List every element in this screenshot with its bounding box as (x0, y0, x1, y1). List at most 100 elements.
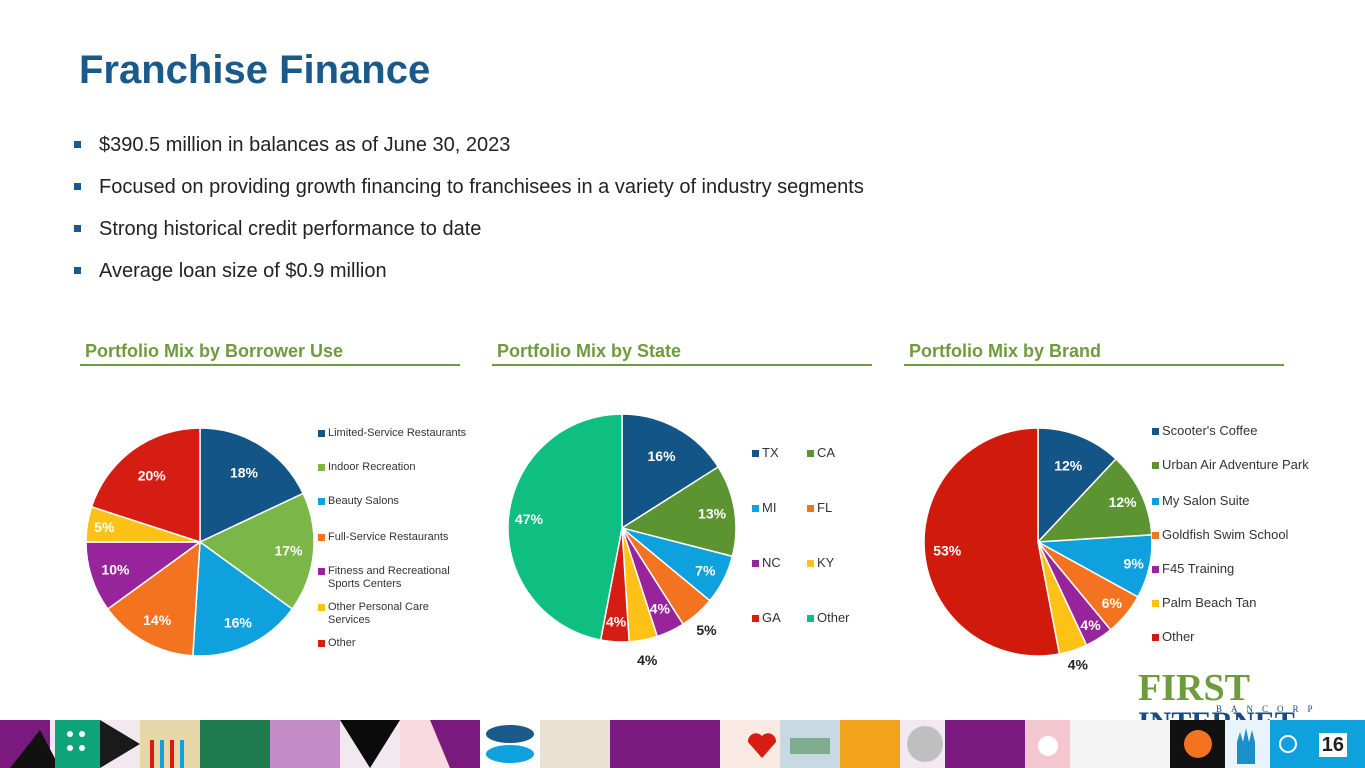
pie-data-label: 20% (138, 468, 167, 484)
pie-slice-other (90, 427, 201, 544)
legend-label: F45 Training (1162, 561, 1235, 576)
legend-swatch-icon (752, 450, 759, 457)
legend-item: F45 Training (1152, 562, 1312, 596)
pie-data-label: 17% (275, 542, 304, 558)
legend-swatch-icon (1152, 634, 1159, 641)
pie-data-label: 13% (698, 506, 727, 522)
pie-slice-urban-air-adventure-park (1036, 457, 1153, 543)
pie-slice-scooter-s-coffee (1037, 427, 1118, 544)
brand-chart-title: Portfolio Mix by Brand (904, 338, 1284, 366)
legend-swatch-icon (318, 604, 325, 611)
legend-swatch-icon (318, 568, 325, 575)
logo-sub: BANCORP (1216, 704, 1322, 714)
legend-label: Other (1162, 629, 1195, 644)
legend-label: Indoor Recreation (328, 461, 416, 473)
company-logo: FIRST INTERNET BANCORP (1138, 669, 1348, 739)
legend-item: Palm Beach Tan (1152, 596, 1312, 630)
legend-swatch-icon (752, 615, 759, 622)
legend-label: My Salon Suite (1162, 493, 1250, 508)
legend-swatch-icon (318, 430, 325, 437)
pie-data-label: 4% (1080, 617, 1101, 633)
legend-item: KY (807, 556, 862, 611)
page-number: 16 (1318, 733, 1347, 757)
pie-data-label: 10% (101, 561, 130, 577)
brand-panel: Portfolio Mix by Brand (904, 338, 1284, 366)
legend-item: Other (807, 611, 862, 666)
bullet-square-icon (74, 141, 81, 148)
pie-data-label: 12% (1109, 494, 1138, 510)
legend-label: Beauty Salons (328, 495, 399, 507)
legend-label: Fitness and Recreational Sports Centers (328, 565, 450, 590)
legend-label: TX (762, 445, 779, 460)
legend-row: TX CA (752, 446, 862, 501)
borrower-use-panel: Portfolio Mix by Borrower Use (80, 338, 460, 366)
borrower-use-legend: Limited-Service Restaurants Indoor Recrea… (318, 427, 468, 650)
legend-item: Scooter's Coffee (1152, 424, 1312, 458)
legend-label: Other (328, 637, 356, 649)
legend-item: Full-Service Restaurants (318, 531, 468, 565)
brand-pie-chart: 12%12%9%6%4%4%53% (923, 427, 1153, 673)
legend-swatch-icon (1152, 600, 1159, 607)
pie-slice-ca (620, 465, 737, 558)
bullet-text: Focused on providing growth financing to… (99, 176, 864, 198)
state-pie-chart: 16% 13% 7% 5% 4% 4% 4% 47% (507, 413, 737, 668)
legend-item: Limited-Service Restaurants (318, 427, 468, 461)
legend-swatch-icon (807, 505, 814, 512)
pie-data-label: 53% (933, 543, 962, 559)
bullet-list: $390.5 million in balances as of June 30… (74, 128, 864, 296)
bullet-item: Focused on providing growth financing to… (74, 170, 864, 212)
legend-swatch-icon (807, 615, 814, 622)
legend-item: FL (807, 501, 862, 556)
legend-item: Urban Air Adventure Park (1152, 458, 1312, 494)
pie-data-label: 5% (696, 622, 717, 638)
legend-swatch-icon (318, 534, 325, 541)
pie-data-label: 16% (224, 614, 253, 630)
legend-label: Other (817, 610, 850, 625)
legend-label: Goldfish Swim School (1162, 527, 1289, 542)
borrower-use-pie-chart: 18% 17% 16% 14% 10% 5% 20% (85, 427, 315, 657)
pie-slice-fitness-and-recreational-sports-centers (85, 541, 203, 611)
pie-data-label: 4% (650, 600, 671, 616)
state-chart-title: Portfolio Mix by State (492, 338, 872, 366)
legend-swatch-icon (318, 640, 325, 647)
legend-item: Beauty Salons (318, 495, 468, 531)
pie-data-label: 18% (230, 465, 259, 481)
legend-item: My Salon Suite (1152, 494, 1312, 528)
pie-data-label: 4% (606, 613, 627, 629)
legend-item: Other (1152, 630, 1312, 643)
bullet-item: Average loan size of $0.9 million (74, 254, 864, 296)
legend-label: Palm Beach Tan (1162, 595, 1257, 610)
legend-item: Indoor Recreation (318, 461, 468, 495)
state-legend: TX CA MI FL NC KY GA Other (752, 446, 862, 666)
pie-data-label: 4% (1068, 657, 1089, 673)
pie-data-label: 14% (143, 612, 172, 628)
bullet-square-icon (74, 225, 81, 232)
brand-legend: Scooter's Coffee Urban Air Adventure Park… (1152, 424, 1312, 643)
pie-slice-other (923, 427, 1061, 657)
legend-label: FL (817, 500, 833, 515)
legend-swatch-icon (752, 560, 759, 567)
legend-label: MI (762, 500, 777, 515)
legend-label: Other Personal Care Services (328, 601, 429, 626)
legend-swatch-icon (807, 560, 814, 567)
borrower-use-chart-title: Portfolio Mix by Borrower Use (80, 338, 460, 366)
pie-slice-beauty-salons (192, 540, 294, 657)
bullet-text: $390.5 million in balances as of June 30… (99, 134, 511, 156)
pie-data-label: 4% (637, 652, 658, 668)
legend-swatch-icon (752, 505, 759, 512)
page-title: Franchise Finance (79, 48, 431, 92)
pie-data-label: 7% (695, 562, 716, 578)
legend-swatch-icon (1152, 566, 1159, 573)
legend-item: GA (752, 611, 807, 666)
pie-data-label: 9% (1124, 555, 1145, 571)
legend-swatch-icon (1152, 532, 1159, 539)
legend-swatch-icon (1152, 498, 1159, 505)
legend-swatch-icon (1152, 428, 1159, 435)
pie-data-label: 47% (515, 511, 544, 527)
bullet-square-icon (74, 183, 81, 190)
bullet-square-icon (74, 267, 81, 274)
pie-slice-indoor-recreation (198, 492, 315, 611)
bullet-item: $390.5 million in balances as of June 30… (74, 128, 864, 170)
legend-item: MI (752, 501, 807, 556)
legend-row: MI FL (752, 501, 862, 556)
